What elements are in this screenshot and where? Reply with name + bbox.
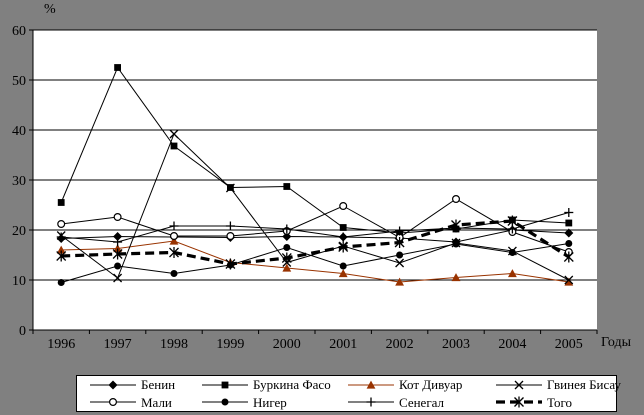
svg-text:2000: 2000 xyxy=(273,337,301,352)
svg-text:40: 40 xyxy=(12,124,26,139)
legend-box: Бенин Мали Буркина Фасо Нигер Кот Дивуар xyxy=(76,375,621,412)
legend-marker-asterisk xyxy=(495,395,543,409)
svg-text:60: 60 xyxy=(12,24,26,39)
svg-text:0: 0 xyxy=(19,324,26,339)
legend-marker-x xyxy=(495,378,543,392)
x-axis-title: Годы xyxy=(601,335,631,350)
legend-label: Гвинея Бисау xyxy=(547,377,622,393)
svg-text:30: 30 xyxy=(12,174,26,189)
legend-label: Бенин xyxy=(141,377,176,393)
legend-column: Кот Дивуар Сенегал xyxy=(335,376,483,411)
legend-marker-filled-circle xyxy=(201,395,249,409)
legend-item-cote-divoire: Кот Дивуар xyxy=(335,376,483,393)
legend-column: Бенин Мали xyxy=(77,376,189,411)
y-axis-unit-label: % xyxy=(44,2,56,17)
svg-text:20: 20 xyxy=(12,224,26,239)
svg-text:2003: 2003 xyxy=(442,337,470,352)
legend-label: Сенегал xyxy=(399,394,445,410)
legend-item-burkina-faso: Буркина Фасо xyxy=(189,376,335,393)
legend-item-mali: Мали xyxy=(77,394,189,411)
legend-item-senegal: Сенегал xyxy=(335,394,483,411)
legend-marker-open-circle xyxy=(89,395,137,409)
legend-item-guinea-bissau: Гвинея Бисау xyxy=(483,376,621,393)
legend-marker-triangle xyxy=(347,378,395,392)
legend-label: Нигер xyxy=(253,394,287,410)
legend-item-niger: Нигер xyxy=(189,394,335,411)
svg-text:2001: 2001 xyxy=(329,337,357,352)
legend-item-togo: Того xyxy=(483,394,616,411)
svg-text:1996: 1996 xyxy=(47,337,75,352)
legend-label: Мали xyxy=(141,394,172,410)
svg-text:10: 10 xyxy=(12,274,26,289)
legend-label: Буркина Фасо xyxy=(253,377,331,393)
legend-column: Буркина Фасо Нигер xyxy=(189,376,335,411)
legend-column: Гвинея Бисау Того xyxy=(483,376,621,411)
svg-text:1997: 1997 xyxy=(104,337,132,352)
legend-label: Того xyxy=(547,394,572,410)
legend-marker-square xyxy=(201,378,249,392)
svg-text:2004: 2004 xyxy=(498,337,526,352)
legend-label: Кот Дивуар xyxy=(399,377,463,393)
svg-text:1998: 1998 xyxy=(160,337,188,352)
legend-marker-diamond xyxy=(89,378,137,392)
svg-text:2002: 2002 xyxy=(386,337,414,352)
svg-text:50: 50 xyxy=(12,74,26,89)
legend-marker-plus xyxy=(347,395,395,409)
legend-item-benin: Бенин xyxy=(77,376,189,393)
svg-text:1999: 1999 xyxy=(216,337,244,352)
svg-text:2005: 2005 xyxy=(555,337,583,352)
